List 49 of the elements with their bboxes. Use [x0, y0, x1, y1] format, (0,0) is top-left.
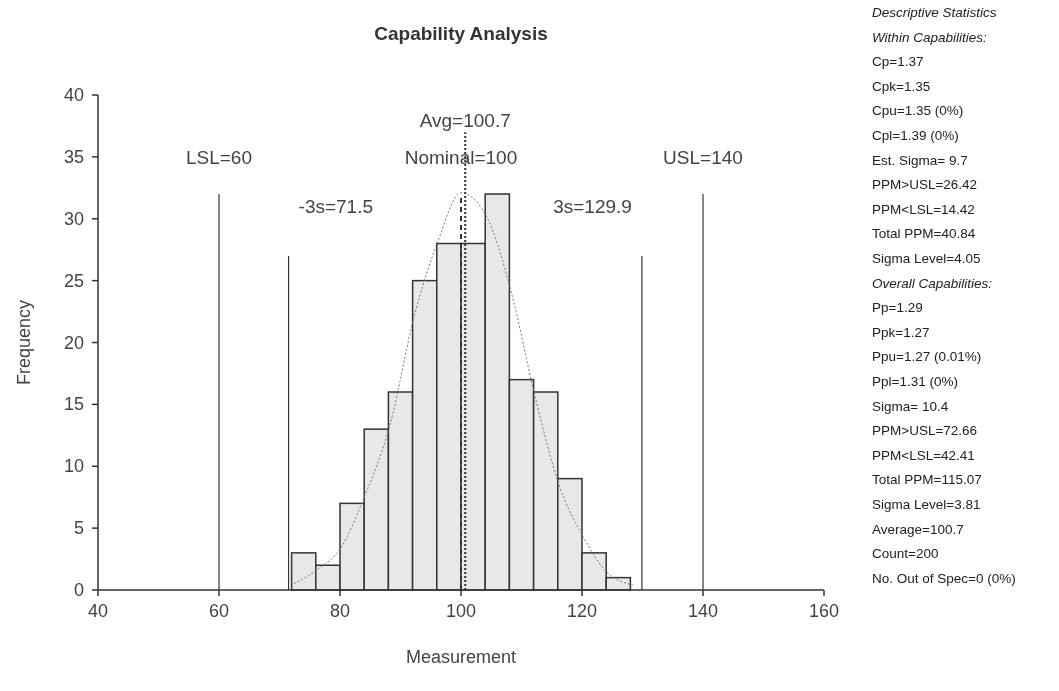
- text: Descriptive Statistics: [872, 5, 997, 20]
- ref-line-label: -3s=71.5: [298, 196, 374, 218]
- y-tick-label: 15: [63, 394, 84, 415]
- y-tick-label: 5: [73, 518, 84, 539]
- text: Cpk=1.35: [872, 78, 931, 94]
- ref-line-label: Avg=100.7: [419, 109, 511, 131]
- ref-line-label: 3s=129.9: [553, 196, 632, 218]
- x-tick-label: 140: [687, 601, 719, 621]
- text: Sigma= 10.4: [872, 398, 949, 414]
- text: Count=200: [872, 546, 939, 562]
- ref-line-label: Nominal=100: [404, 146, 518, 168]
- x-tick-label: 80: [329, 601, 351, 621]
- text: Pp=1.29: [872, 300, 923, 316]
- y-axis-title: Frequency: [14, 299, 34, 386]
- x-tick-label: 60: [208, 601, 230, 621]
- text: Total PPM=40.84: [872, 226, 976, 242]
- y-tick-label: 10: [63, 456, 84, 477]
- ref-line-label: LSL=60: [185, 146, 253, 168]
- text: Total PPM=115.07: [872, 472, 982, 488]
- text: Ppk=1.27: [872, 324, 930, 340]
- text: PPM>USL=72.66: [872, 423, 978, 439]
- chart-title: Capability Analysis: [374, 23, 548, 44]
- x-tick-label: 120: [566, 601, 598, 621]
- y-tick-label: 35: [63, 146, 84, 167]
- y-tick-label: 40: [63, 85, 84, 105]
- text: Est. Sigma= 9.7: [872, 152, 968, 168]
- text: Overall Capabilities:: [872, 275, 993, 291]
- x-tick-label: 100: [445, 601, 477, 621]
- text: Sigma Level=4.05: [872, 251, 981, 266]
- text: Average=100.7: [872, 521, 964, 537]
- text: Cpu=1.35 (0%): [872, 103, 964, 119]
- text: Ppu=1.27 (0.01%): [872, 349, 982, 365]
- x-tick-label: 160: [808, 601, 840, 621]
- text: Cp=1.37: [872, 54, 924, 70]
- text: PPM<LSL=14.42: [872, 201, 975, 217]
- text: Ppl=1.31 (0%): [872, 374, 958, 389]
- x-tick-label: 40: [87, 601, 109, 621]
- ref-line-label: USL=140: [663, 146, 743, 168]
- text: No. Out of Spec=0 (0%): [872, 570, 1016, 586]
- x-axis-title: Measurement: [405, 647, 517, 667]
- y-tick-label: 30: [63, 208, 84, 229]
- text: Within Capabilities:: [872, 29, 987, 45]
- text: Cpl=1.39 (0%): [872, 128, 959, 143]
- text: PPM>USL=26.42: [872, 177, 978, 193]
- y-tick-label: 25: [63, 270, 84, 291]
- y-tick-label: 20: [63, 332, 84, 353]
- text: Sigma Level=3.81: [872, 497, 981, 512]
- y-tick-label: 0: [73, 580, 84, 600]
- text: PPM<LSL=42.41: [872, 447, 975, 463]
